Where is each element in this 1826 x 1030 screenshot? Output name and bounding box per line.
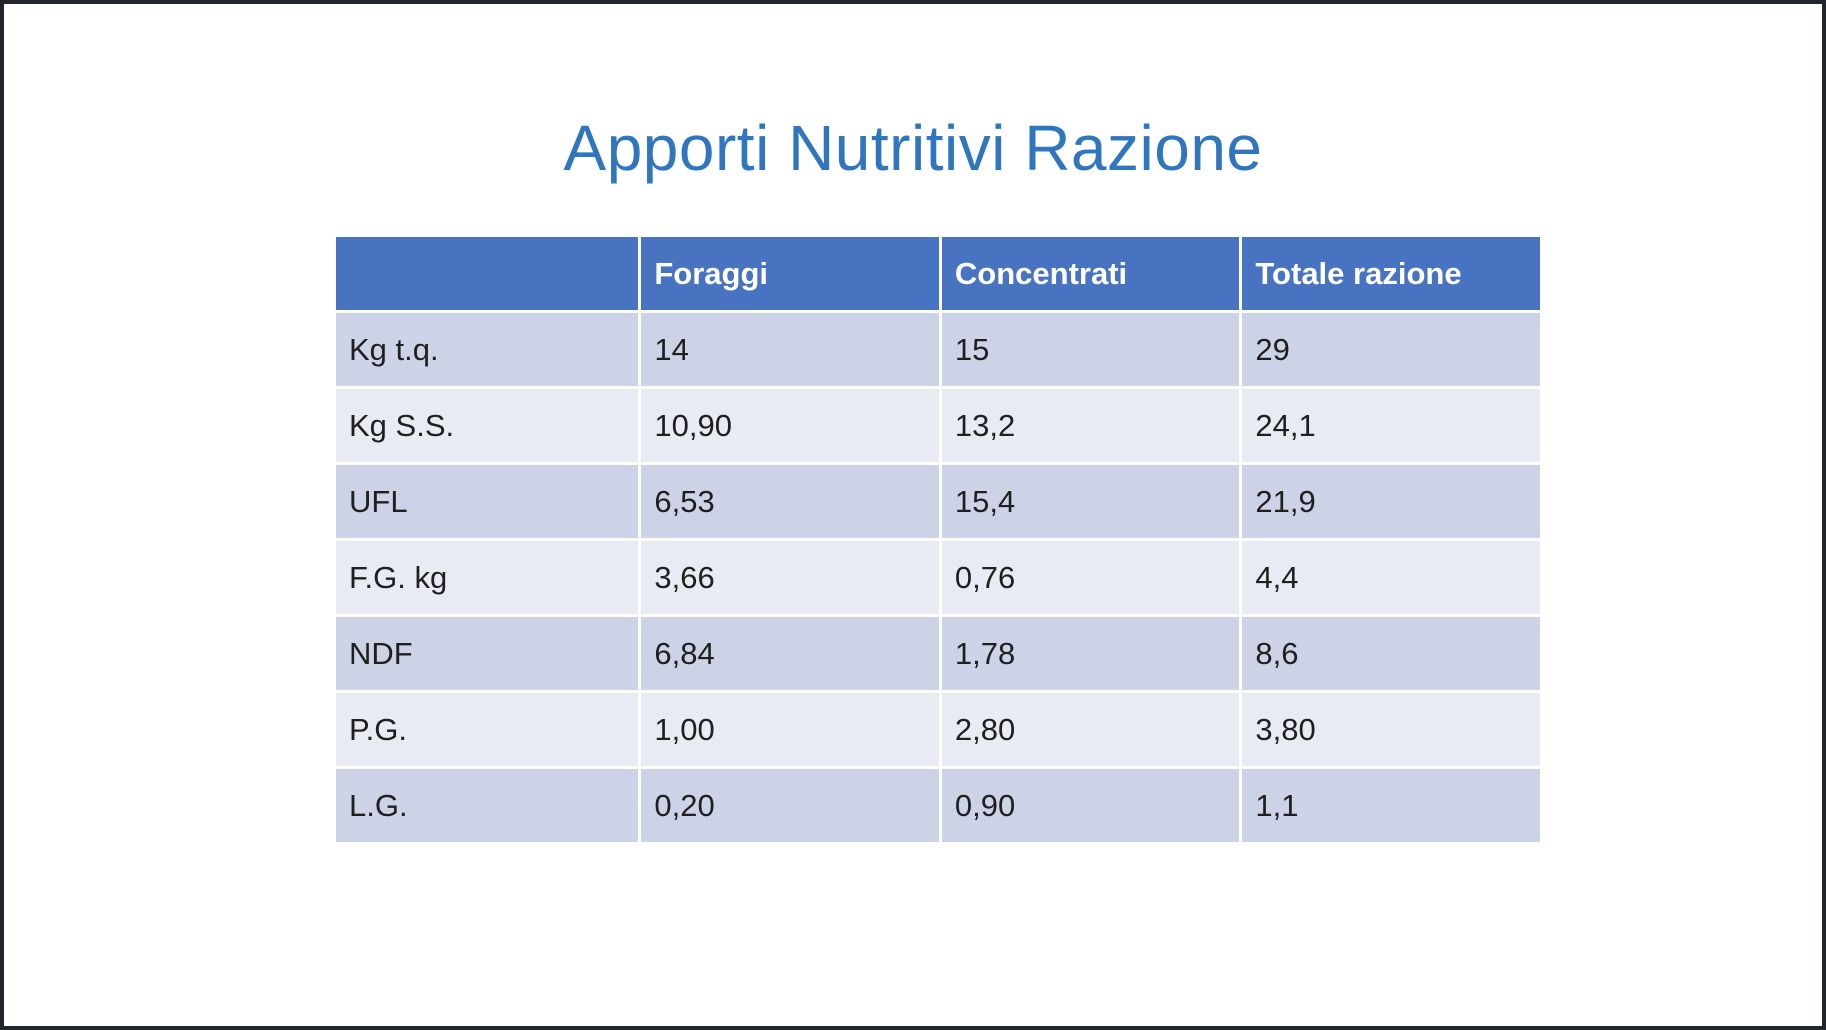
- table-row: P.G. 1,00 2,80 3,80: [332, 690, 1543, 769]
- nutrition-table: Foraggi Concentrati Totale razione Kg t.…: [332, 234, 1543, 845]
- row-label: Kg S.S.: [332, 386, 642, 465]
- cell-value: 10,90: [638, 386, 942, 465]
- table-row: L.G. 0,20 0,90 1,1: [332, 766, 1543, 845]
- row-label: UFL: [332, 462, 642, 541]
- cell-value: 8,6: [1239, 614, 1543, 693]
- row-label: F.G. kg: [332, 538, 642, 617]
- row-label: P.G.: [332, 690, 642, 769]
- column-header-totale: Totale razione: [1239, 234, 1543, 313]
- cell-value: 2,80: [938, 690, 1243, 769]
- cell-value: 4,4: [1239, 538, 1543, 617]
- cell-value: 21,9: [1239, 462, 1543, 541]
- column-header-blank: [332, 234, 642, 313]
- cell-value: 1,00: [638, 690, 942, 769]
- cell-value: 3,80: [1239, 690, 1543, 769]
- row-label: NDF: [332, 614, 642, 693]
- cell-value: 0,90: [938, 766, 1243, 845]
- cell-value: 15,4: [938, 462, 1243, 541]
- row-label: Kg t.q.: [332, 310, 642, 389]
- cell-value: 15: [938, 310, 1243, 389]
- table-body: Kg t.q. 14 15 29 Kg S.S. 10,90 13,2 24,1…: [332, 310, 1543, 845]
- cell-value: 6,53: [638, 462, 942, 541]
- table-row: Kg t.q. 14 15 29: [332, 310, 1543, 389]
- column-header-foraggi: Foraggi: [638, 234, 942, 313]
- page-title: Apporti Nutritivi Razione: [563, 112, 1263, 184]
- cell-value: 24,1: [1239, 386, 1543, 465]
- cell-value: 0,76: [938, 538, 1243, 617]
- row-label: L.G.: [332, 766, 642, 845]
- cell-value: 29: [1239, 310, 1543, 389]
- cell-value: 3,66: [638, 538, 942, 617]
- cell-value: 1,1: [1239, 766, 1543, 845]
- table-row: F.G. kg 3,66 0,76 4,4: [332, 538, 1543, 617]
- table-row: NDF 6,84 1,78 8,6: [332, 614, 1543, 693]
- cell-value: 13,2: [938, 386, 1243, 465]
- cell-value: 0,20: [638, 766, 942, 845]
- cell-value: 6,84: [638, 614, 942, 693]
- table-row: UFL 6,53 15,4 21,9: [332, 462, 1543, 541]
- header-row: Foraggi Concentrati Totale razione: [332, 234, 1543, 313]
- table-row: Kg S.S. 10,90 13,2 24,1: [332, 386, 1543, 465]
- cell-value: 1,78: [938, 614, 1243, 693]
- table-header: Foraggi Concentrati Totale razione: [332, 234, 1543, 313]
- column-header-concentrati: Concentrati: [938, 234, 1243, 313]
- cell-value: 14: [638, 310, 942, 389]
